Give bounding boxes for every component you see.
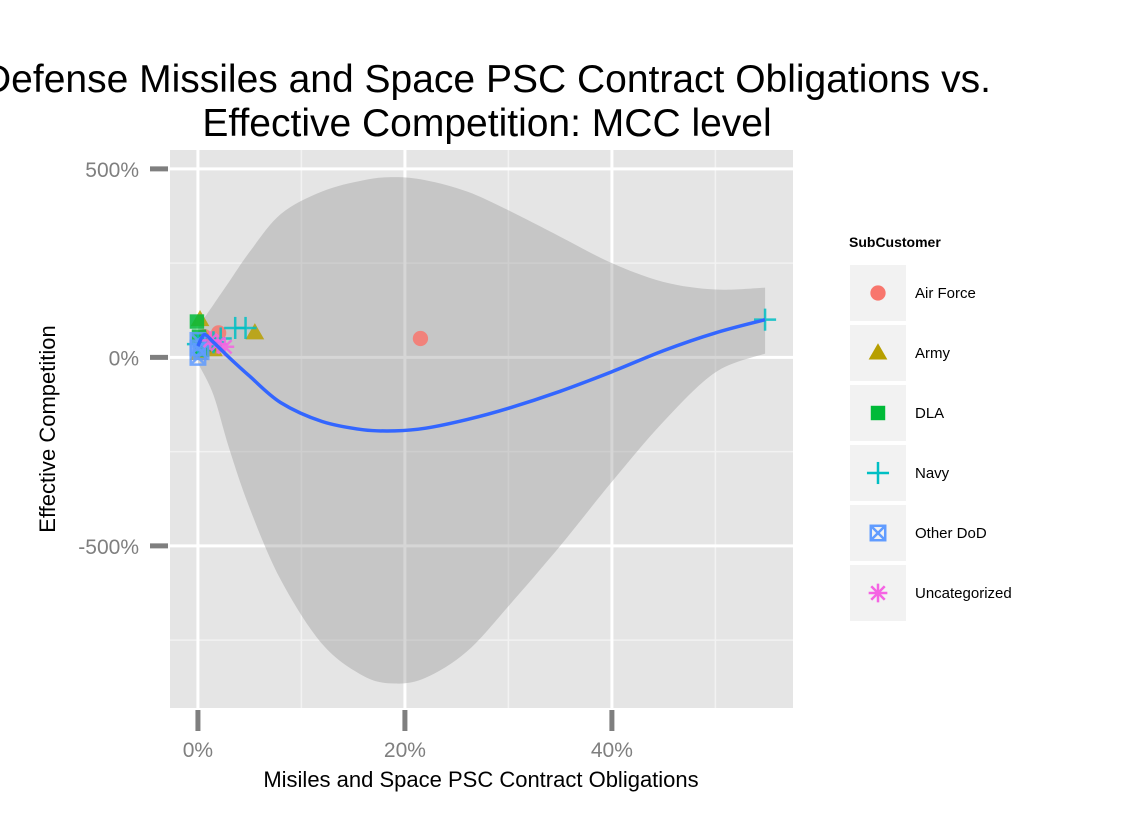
axis-ticks: 0% 20% 40% 500% 0% -500%	[78, 159, 633, 762]
data-point-air-force	[412, 330, 429, 347]
confidence-band	[197, 177, 766, 684]
legend-label: Other DoD	[915, 525, 987, 542]
legend-item-other-dod: Other DoD	[850, 505, 987, 561]
legend-item-uncategorized: Uncategorized	[850, 565, 1012, 621]
marker-circle	[412, 330, 429, 347]
y-tick-label: 500%	[85, 159, 139, 182]
marker-square	[870, 405, 886, 421]
legend-key-uncategorized	[868, 583, 888, 603]
x-axis-title: Misiles and Space PSC Contract Obligatio…	[263, 767, 698, 792]
legend-label: Army	[915, 345, 950, 362]
legend-item-army: Army	[850, 325, 950, 381]
legend-item-dla: DLA	[850, 385, 944, 441]
legend-key-army	[868, 343, 888, 360]
legend-key-navy	[866, 461, 890, 485]
marker-ast-4	[870, 585, 886, 601]
y-tick-label: -500%	[78, 536, 139, 559]
marker-triangle	[868, 343, 888, 360]
legend-title: SubCustomer	[849, 234, 941, 250]
marker-circle	[870, 285, 886, 301]
x-tick-label: 40%	[591, 739, 633, 762]
confidence-band-area	[197, 177, 766, 684]
legend-item-navy: Navy	[850, 445, 950, 501]
marker-box-diag-2	[189, 339, 207, 357]
x-tick-label: 0%	[183, 739, 213, 762]
y-axis-title: Effective Competition	[35, 325, 60, 532]
chart-title-line-2: Effective Competition: MCC level	[202, 102, 771, 145]
legend-key-other-dod	[869, 524, 887, 542]
legend-key-dla	[870, 405, 886, 421]
legend-label: Navy	[915, 465, 950, 482]
marker-box-diag-2	[869, 524, 887, 542]
smooth-curve	[196, 318, 766, 433]
legend: SubCustomer Air Force Army DLA Navy Other Do…	[849, 234, 1012, 621]
plot-panel	[170, 150, 793, 708]
y-tick-label: 0%	[109, 347, 139, 370]
x-tick-label: 20%	[384, 739, 426, 762]
legend-label: DLA	[915, 405, 944, 422]
marker-square	[189, 314, 205, 329]
data-point-dla	[189, 314, 205, 329]
marker-box	[869, 524, 887, 542]
smooth-line	[196, 318, 766, 433]
legend-item-air-force: Air Force	[850, 265, 976, 321]
major-gridlines	[170, 150, 793, 708]
data-point-army	[245, 323, 265, 340]
legend-key-air-force	[870, 285, 886, 301]
data-point-navy	[234, 316, 257, 340]
chart-title-line-1: Defense Missiles and Space PSC Contract …	[0, 58, 991, 101]
marker-box	[189, 339, 207, 357]
marker-triangle	[245, 323, 265, 340]
legend-entries: Air Force Army DLA Navy Other DoD Uncategoriz…	[850, 265, 1012, 621]
minor-gridlines	[170, 150, 793, 708]
legend-label: Uncategorized	[915, 585, 1012, 602]
legend-label: Air Force	[915, 285, 976, 302]
data-point-other-dod	[189, 339, 207, 357]
